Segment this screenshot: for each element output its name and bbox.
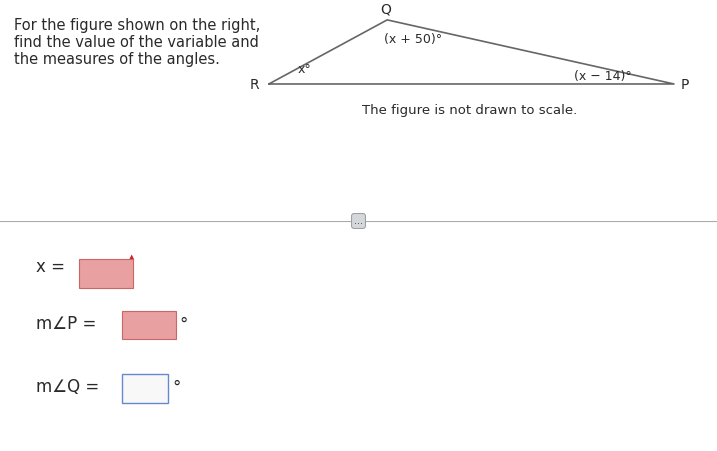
Text: 34: 34 bbox=[138, 316, 160, 334]
Text: P: P bbox=[680, 78, 689, 92]
Text: x°: x° bbox=[298, 63, 311, 76]
Text: °: ° bbox=[172, 379, 181, 397]
Text: The figure is not drawn to scale.: The figure is not drawn to scale. bbox=[362, 104, 577, 117]
Text: ...: ... bbox=[354, 216, 363, 226]
FancyBboxPatch shape bbox=[122, 374, 168, 403]
Text: Q: Q bbox=[380, 3, 391, 17]
Text: x =: x = bbox=[36, 258, 70, 276]
FancyBboxPatch shape bbox=[122, 311, 176, 340]
Text: m∠P =: m∠P = bbox=[36, 316, 102, 333]
Text: (x − 14)°: (x − 14)° bbox=[574, 70, 632, 83]
Text: m∠Q =: m∠Q = bbox=[36, 377, 105, 396]
Text: For the figure shown on the right,
find the value of the variable and
the measur: For the figure shown on the right, find … bbox=[14, 18, 260, 68]
Text: 48: 48 bbox=[95, 264, 117, 282]
Text: ▲: ▲ bbox=[129, 254, 135, 260]
Text: (x + 50)°: (x + 50)° bbox=[384, 33, 442, 46]
Text: °: ° bbox=[179, 316, 188, 334]
FancyBboxPatch shape bbox=[79, 259, 133, 288]
Text: R: R bbox=[250, 78, 260, 92]
